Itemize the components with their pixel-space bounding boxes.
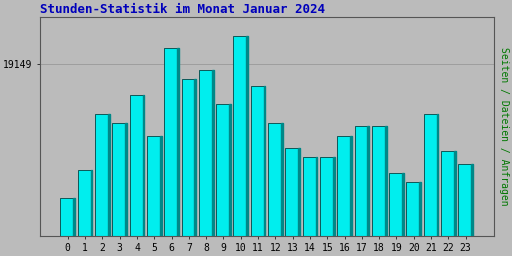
Bar [407, 183, 421, 256]
Bar [424, 114, 438, 256]
Bar [437, 114, 438, 256]
Bar [458, 164, 473, 256]
Bar [471, 164, 473, 256]
Bar [130, 95, 144, 256]
Bar [281, 123, 283, 256]
Bar [354, 126, 369, 256]
Bar [320, 157, 335, 256]
Bar [142, 95, 144, 256]
Bar [60, 198, 75, 256]
Bar [147, 136, 162, 256]
Bar [108, 114, 110, 256]
Bar [216, 104, 231, 256]
Bar [251, 86, 265, 256]
Bar [268, 123, 283, 256]
Bar [298, 148, 300, 256]
Bar [195, 79, 196, 256]
Text: Stunden-Statistik im Monat Januar 2024: Stunden-Statistik im Monat Januar 2024 [40, 3, 325, 16]
Bar [454, 151, 456, 256]
Bar [402, 173, 404, 256]
Bar [372, 126, 387, 256]
Bar [160, 136, 162, 256]
Bar [177, 48, 179, 256]
Bar [73, 198, 75, 256]
Bar [229, 104, 231, 256]
Bar [303, 157, 317, 256]
Bar [333, 157, 335, 256]
Bar [95, 114, 110, 256]
Bar [419, 183, 421, 256]
Bar [78, 170, 93, 256]
Bar [199, 70, 214, 256]
Bar [350, 136, 352, 256]
Bar [368, 126, 369, 256]
Bar [164, 48, 179, 256]
Bar [337, 136, 352, 256]
Bar [385, 126, 387, 256]
Bar [441, 151, 456, 256]
Y-axis label: Seiten / Dateien / Anfragen: Seiten / Dateien / Anfragen [499, 47, 509, 206]
Bar [233, 36, 248, 256]
Bar [246, 36, 248, 256]
Bar [212, 70, 214, 256]
Bar [125, 123, 127, 256]
Bar [315, 157, 317, 256]
Bar [112, 123, 127, 256]
Bar [182, 79, 196, 256]
Bar [285, 148, 300, 256]
Bar [264, 86, 265, 256]
Bar [389, 173, 404, 256]
Bar [91, 170, 93, 256]
